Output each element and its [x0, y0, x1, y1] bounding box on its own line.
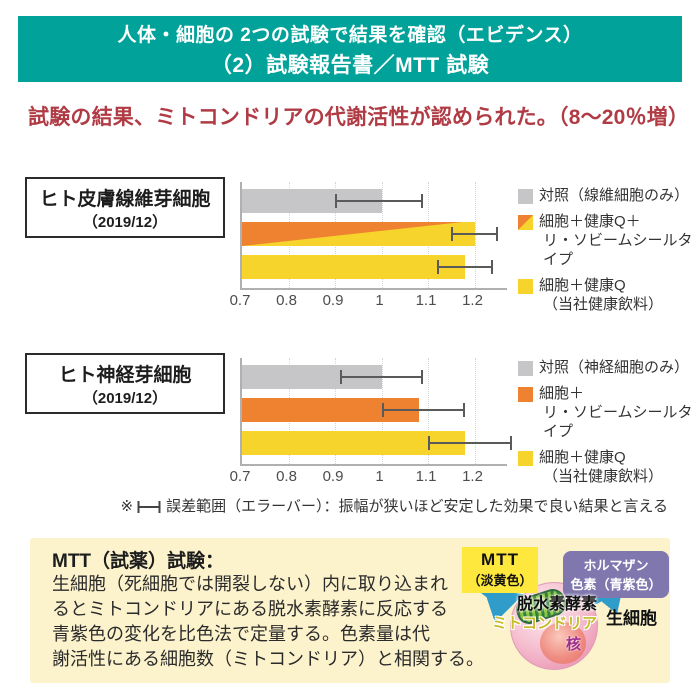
header-line2: （2）試験報告書／MTT 試験 — [210, 53, 490, 77]
legend-label-line: 細胞＋健康Q — [539, 449, 626, 466]
x-tick-label: 1.1 — [415, 468, 437, 485]
legend-key-yellow — [518, 451, 533, 466]
legend-label-line: リ・ソビームシールタイプ — [543, 404, 693, 440]
chart2-x-axis-ticks: 0.7 0.8 0.9 1 1.1 1.2 — [230, 468, 505, 486]
chart2-title: ヒト神経芽細胞 — [58, 364, 192, 386]
legend-label-line: 細胞＋ — [539, 385, 585, 402]
legend-item: 細胞＋健康Q＋ リ・ソビームシールタイプ — [518, 212, 698, 269]
mtt-explanation-panel: MTT（試薬）試験： 生細胞（死細胞では開裂しない）内に取り込まれ るとミトコンド… — [30, 538, 670, 683]
mtt-panel-body-line: るとミトコンドリアにある脱水素酵素に反応する — [52, 599, 448, 619]
error-bar — [339, 370, 424, 384]
chart1-plot-area — [240, 182, 507, 290]
chart1-legend: 対照（線維細胞のみ） 細胞＋健康Q＋ リ・ソビームシールタイプ細胞＋健康Q （当社健康… — [518, 186, 698, 321]
note-text: 誤差範囲（エラーバー）：振幅が狭いほど安定した効果で良い結果と言える — [166, 498, 668, 515]
bar-orange-yellow-split — [242, 222, 475, 246]
legend-key-gray — [518, 361, 533, 376]
error-bar — [428, 436, 512, 450]
mtt-panel-body-line: 謝活性にある細胞数（ミトコンドリア）と相関する。 — [52, 649, 484, 669]
legend-label-line: （当社健康飲料） — [543, 468, 664, 485]
result-headline: 試験の結果、ミトコンドリアの代謝活性が認められた。（8～20％増） — [28, 106, 690, 129]
legend-label: 細胞＋健康Q＋ リ・ソビームシールタイプ — [539, 212, 698, 269]
chart2-plot-area — [240, 358, 512, 466]
legend-label-line: 対照（神経細胞のみ） — [539, 359, 690, 376]
x-tick-label: 1.2 — [462, 468, 483, 485]
legend-label-line: 対照（線維細胞のみ） — [539, 187, 690, 204]
legend-label: 対照（神経細胞のみ） — [539, 358, 689, 377]
mtt-reagent-label: MTT （淡黄色） — [462, 547, 538, 593]
chart1-x-axis-ticks: 0.7 0.8 0.9 1 1.1 1.2 — [230, 292, 505, 310]
legend-item: 細胞＋ リ・ソビームシールタイプ — [518, 384, 698, 441]
nucleus-label: 核 — [566, 636, 582, 653]
x-tick-label: 0.7 — [229, 468, 251, 485]
header-banner: 人体・細胞の 2つの試験で結果を確認（エビデンス） （2）試験報告書／MTT 試… — [18, 16, 682, 82]
bar-yellow — [242, 255, 466, 279]
chart2-legend: 対照（神経細胞のみ） 細胞＋ リ・ソビームシールタイプ細胞＋健康Q （当社健康飲料） — [518, 358, 698, 493]
legend-item: 細胞＋健康Q （当社健康飲料） — [518, 448, 698, 486]
error-bar — [437, 260, 494, 274]
legend-label-line: リ・ソビームシールタイプ — [543, 232, 693, 268]
living-cell-label: 生細胞 — [606, 609, 657, 628]
legend-label-line: 細胞＋健康Q＋ — [539, 213, 641, 230]
error-bar — [381, 403, 466, 417]
header-line1: 人体・細胞の 2つの試験で結果を確認（エビデンス） — [117, 24, 583, 46]
mtt-panel-heading: MTT（試薬）試験： — [52, 551, 225, 572]
x-tick-label: 0.8 — [276, 468, 297, 485]
formazan-pigment-label: ホルマザン 色素（青紫色） — [563, 551, 669, 598]
chart1-category-box: ヒト皮膚線維芽細胞 （2019/12） — [25, 177, 225, 238]
formazan-label-line1: ホルマザン — [583, 558, 649, 573]
legend-label: 細胞＋健康Q （当社健康飲料） — [539, 276, 663, 314]
x-tick-label: 0.9 — [322, 292, 344, 309]
legend-label: 細胞＋ リ・ソビームシールタイプ — [539, 384, 698, 441]
legend-item: 細胞＋健康Q （当社健康飲料） — [518, 276, 698, 314]
chart1-subtitle: （2019/12） — [82, 213, 168, 231]
error-bar-icon — [137, 500, 161, 513]
legend-key-gray — [518, 189, 533, 204]
note-marker: ※ — [120, 497, 134, 515]
mitochondria-label: ミトコンドリア — [492, 615, 598, 632]
chart1-title: ヒト皮膚線維芽細胞 — [39, 188, 211, 210]
legend-key-orange-yellow-split — [518, 215, 533, 230]
mtt-label-line1: MTT — [481, 550, 519, 569]
mtt-panel-body-line: 青紫色の変化を比色法で定量する。色素量は代 — [52, 624, 430, 644]
legend-label-line: （当社健康飲料） — [543, 296, 664, 313]
error-bar — [451, 227, 498, 241]
x-tick-label: 1.2 — [462, 292, 483, 309]
legend-label: 対照（線維細胞のみ） — [539, 186, 689, 205]
chart2-subtitle: （2019/12） — [82, 389, 168, 407]
mtt-panel-body-line: 生細胞（死細胞では開裂しない）内に取り込まれ — [52, 574, 448, 594]
formazan-label-line2: 色素（青紫色） — [570, 577, 662, 592]
gridline — [474, 358, 476, 464]
mtt-panel-body: 生細胞（死細胞では開裂しない）内に取り込まれ るとミトコンドリアにある脱水素酵素に… — [52, 572, 484, 672]
legend-key-orange — [518, 387, 533, 402]
nucleus-illustration — [540, 622, 586, 664]
mtt-label-line2: （淡黄色） — [467, 573, 533, 588]
gridline — [428, 358, 429, 464]
chart2-category-box: ヒト神経芽細胞 （2019/12） — [25, 353, 225, 414]
bar-orange-triangle — [242, 222, 463, 246]
error-bar — [335, 194, 424, 208]
legend-key-yellow — [518, 279, 533, 294]
gridline — [474, 182, 476, 288]
x-tick-label: 0.7 — [229, 292, 251, 309]
legend-item: 対照（線維細胞のみ） — [518, 186, 698, 205]
legend-label: 細胞＋健康Q （当社健康飲料） — [539, 448, 663, 486]
x-tick-label: 0.8 — [276, 292, 297, 309]
x-tick-label: 1.1 — [415, 292, 437, 309]
x-tick-label: 1 — [375, 468, 384, 485]
dehydrogenase-label: 脱水素酵素 — [517, 596, 598, 613]
x-tick-label: 0.9 — [322, 468, 344, 485]
legend-label-line: 細胞＋健康Q — [539, 277, 626, 294]
error-bar-note: ※ 誤差範囲（エラーバー）：振幅が狭いほど安定した効果で良い結果と言える — [121, 495, 668, 516]
x-tick-label: 1 — [375, 292, 384, 309]
legend-item: 対照（神経細胞のみ） — [518, 358, 698, 377]
bar-yellow — [242, 431, 466, 455]
